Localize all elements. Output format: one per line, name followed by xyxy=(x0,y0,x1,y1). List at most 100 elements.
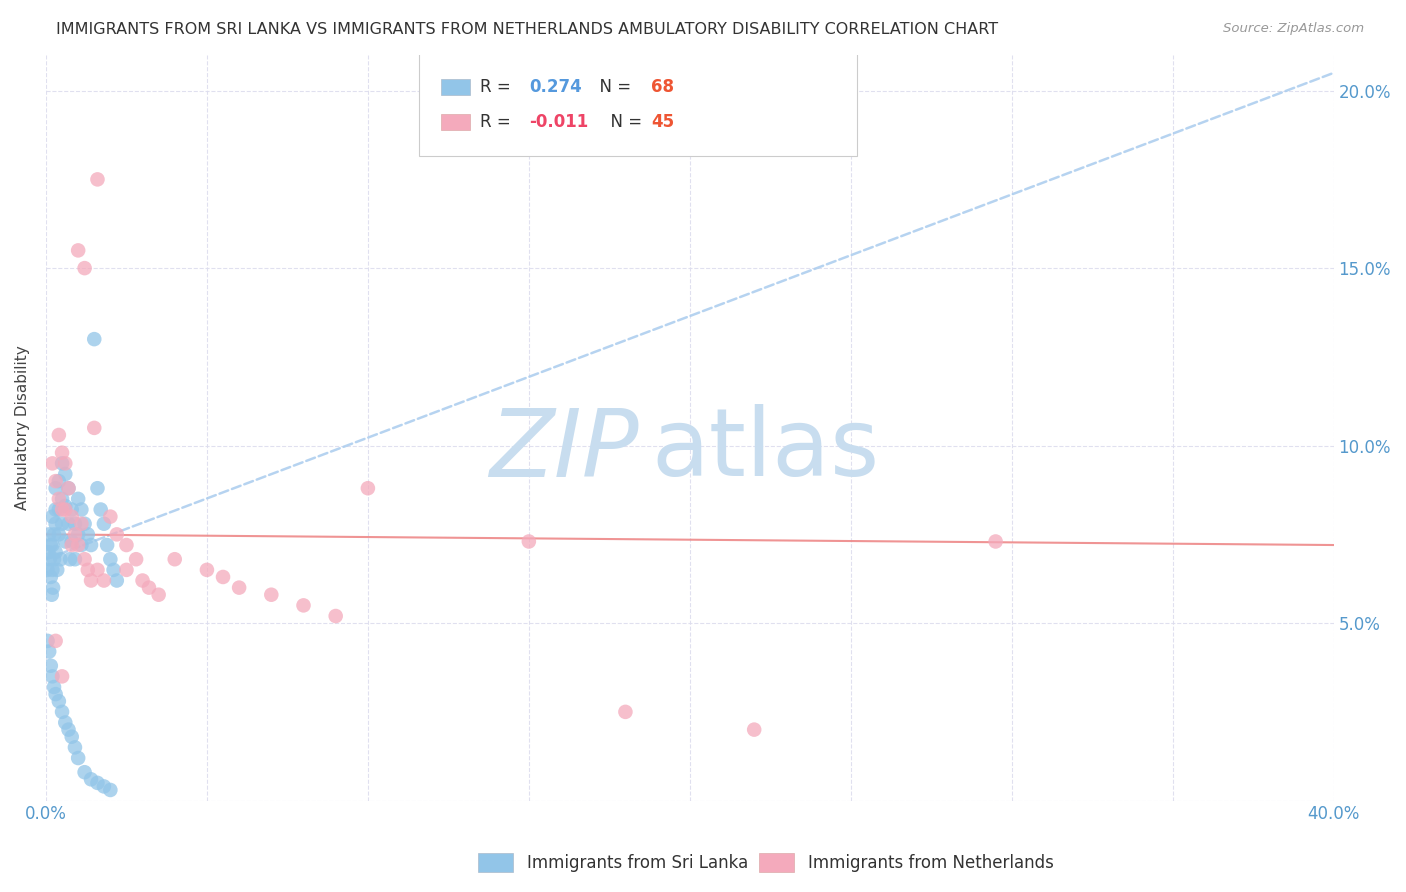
Point xyxy=(42,552,65,566)
Point xyxy=(148,588,170,602)
Point xyxy=(212,570,235,584)
Point xyxy=(70,502,93,516)
Point xyxy=(41,563,63,577)
Point xyxy=(48,491,70,506)
Point xyxy=(45,474,67,488)
Point xyxy=(39,570,62,584)
Point xyxy=(60,538,83,552)
Point xyxy=(83,421,105,435)
Point xyxy=(39,658,62,673)
Point xyxy=(67,491,90,506)
Point xyxy=(86,563,108,577)
Point xyxy=(53,502,76,516)
Point xyxy=(93,780,115,794)
Point xyxy=(131,574,153,588)
Point xyxy=(59,552,82,566)
Point xyxy=(45,502,67,516)
Point xyxy=(83,332,105,346)
Point xyxy=(86,481,108,495)
Point xyxy=(80,574,103,588)
Text: IMMIGRANTS FROM SRI LANKA VS IMMIGRANTS FROM NETHERLANDS AMBULATORY DISABILITY C: IMMIGRANTS FROM SRI LANKA VS IMMIGRANTS … xyxy=(56,22,998,37)
Point xyxy=(70,538,93,552)
Text: Immigrants from Netherlands: Immigrants from Netherlands xyxy=(808,854,1054,871)
Point xyxy=(58,481,80,495)
Point xyxy=(60,534,83,549)
Point xyxy=(70,516,93,531)
Point xyxy=(38,527,60,541)
Point xyxy=(115,538,138,552)
Point xyxy=(42,680,65,694)
Point xyxy=(93,516,115,531)
Point xyxy=(984,534,1007,549)
Text: atlas: atlas xyxy=(651,404,879,496)
Point xyxy=(90,502,112,516)
FancyBboxPatch shape xyxy=(441,79,470,95)
Point xyxy=(42,527,65,541)
Point xyxy=(98,552,121,566)
Point xyxy=(67,751,90,765)
Point xyxy=(80,538,103,552)
Point xyxy=(86,776,108,790)
Point xyxy=(60,509,83,524)
Point xyxy=(46,563,69,577)
Point xyxy=(115,563,138,577)
Point xyxy=(39,538,62,552)
Point xyxy=(67,538,90,552)
Text: Immigrants from Sri Lanka: Immigrants from Sri Lanka xyxy=(527,854,748,871)
Point xyxy=(48,428,70,442)
Point xyxy=(325,609,347,624)
Point xyxy=(51,516,73,531)
Point xyxy=(38,644,60,658)
Point xyxy=(63,516,86,531)
Point xyxy=(98,783,121,797)
Point xyxy=(63,527,86,541)
Point xyxy=(51,446,73,460)
Text: -0.011: -0.011 xyxy=(529,113,588,131)
Point xyxy=(38,545,60,559)
Point xyxy=(67,527,90,541)
Point xyxy=(53,715,76,730)
Point xyxy=(63,740,86,755)
Point xyxy=(37,563,59,577)
Point xyxy=(103,563,125,577)
Point xyxy=(614,705,637,719)
Point xyxy=(41,509,63,524)
Point xyxy=(41,588,63,602)
Point xyxy=(45,481,67,495)
Point xyxy=(53,456,76,470)
Point xyxy=(357,481,380,495)
Point xyxy=(195,563,218,577)
Point xyxy=(98,509,121,524)
Point xyxy=(93,574,115,588)
Point xyxy=(86,172,108,186)
Text: R =: R = xyxy=(479,78,516,96)
Point xyxy=(51,502,73,516)
Text: R =: R = xyxy=(479,113,516,131)
Point xyxy=(53,467,76,481)
Point xyxy=(48,527,70,541)
Point xyxy=(45,545,67,559)
Point xyxy=(76,563,98,577)
Point xyxy=(58,481,80,495)
Y-axis label: Ambulatory Disability: Ambulatory Disability xyxy=(15,345,30,510)
Text: N =: N = xyxy=(600,113,647,131)
Point xyxy=(73,765,96,780)
Point xyxy=(37,633,59,648)
Point xyxy=(42,581,65,595)
FancyBboxPatch shape xyxy=(419,47,858,156)
Point xyxy=(45,516,67,531)
Point xyxy=(53,499,76,513)
Point xyxy=(292,599,315,613)
Point xyxy=(41,456,63,470)
Point xyxy=(105,527,128,541)
Point xyxy=(260,588,283,602)
Point xyxy=(742,723,765,737)
Point xyxy=(63,552,86,566)
Point xyxy=(76,527,98,541)
Point xyxy=(51,705,73,719)
Point xyxy=(53,534,76,549)
Point xyxy=(58,516,80,531)
Point xyxy=(41,538,63,552)
Point xyxy=(67,244,90,258)
Point xyxy=(45,687,67,701)
